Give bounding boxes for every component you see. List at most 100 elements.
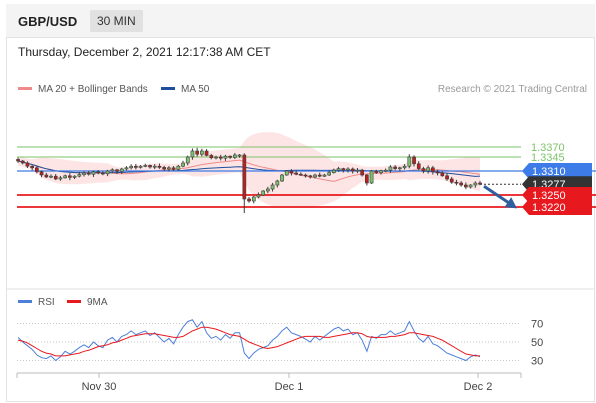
forecast-arrow-shaft <box>483 184 513 207</box>
bollinger-band-area <box>18 132 480 208</box>
candle <box>251 195 256 204</box>
rsi-tick-30: 30 <box>531 356 543 368</box>
bollinger-bands <box>18 132 480 208</box>
x-tick-label: Dec 1 <box>275 381 304 393</box>
ma50-legend-swatch <box>161 87 175 90</box>
candle <box>58 175 63 181</box>
candle <box>350 167 355 174</box>
candle <box>440 171 445 177</box>
candle <box>383 168 388 173</box>
candle <box>77 171 82 178</box>
candle <box>233 153 237 160</box>
candle <box>303 173 308 178</box>
candle <box>148 164 152 169</box>
rsi-legend-swatch <box>18 300 32 303</box>
rsi-legend-label: RSI <box>38 297 55 308</box>
candle <box>200 148 204 157</box>
candle <box>284 170 289 176</box>
candle <box>317 172 322 178</box>
candle <box>25 161 30 169</box>
chart-datetime: Thursday, December 2, 2021 12:17:38 AM C… <box>18 45 271 59</box>
candle <box>101 171 105 176</box>
level-label-1.3310: 1.3310 <box>532 166 566 178</box>
candle <box>134 163 138 170</box>
candle <box>49 174 53 179</box>
candle <box>426 165 431 174</box>
candle <box>228 155 233 159</box>
candle <box>171 166 176 172</box>
rsi-ma-line <box>17 326 480 357</box>
candle <box>72 175 77 180</box>
candle <box>185 155 190 166</box>
candle <box>308 174 313 179</box>
level-label-1.3370: 1.3370 <box>531 142 565 154</box>
candle <box>214 155 218 160</box>
candle <box>34 165 39 174</box>
candle <box>298 172 303 176</box>
candle <box>261 190 266 197</box>
level-tag-1.3310 <box>522 163 592 179</box>
x-tick-label: Dec 2 <box>464 381 493 393</box>
candle <box>331 168 336 174</box>
x-tick-label: Nov 30 <box>82 381 117 393</box>
rsi-ma-legend-swatch <box>67 300 81 303</box>
candle <box>393 165 398 171</box>
candle <box>364 174 369 186</box>
candle <box>110 168 115 173</box>
rsi-panel: 70 50 30 <box>17 319 543 368</box>
candle <box>280 173 284 182</box>
candle <box>445 173 449 181</box>
ma20-legend-label: MA 20 + Bollinger Bands <box>38 84 148 95</box>
level-tag-1.3220 <box>522 199 592 215</box>
candle <box>379 169 383 175</box>
candle <box>407 154 412 169</box>
research-credit: Research © 2021 Trading Central <box>438 84 587 95</box>
candle <box>322 173 327 178</box>
candle <box>341 167 346 173</box>
candle <box>397 166 402 172</box>
chart-header: GBP/USD 30 MIN <box>6 4 595 38</box>
candle <box>209 153 214 160</box>
candle <box>416 161 421 171</box>
candlesticks <box>16 147 482 213</box>
candle <box>53 174 58 181</box>
candle <box>412 155 416 167</box>
symbol-title: GBP/USD <box>18 14 78 29</box>
candle <box>176 164 181 171</box>
candle <box>223 154 228 161</box>
candle <box>204 149 209 157</box>
candle <box>82 171 86 177</box>
candle <box>468 184 473 189</box>
candle <box>256 192 261 199</box>
timeframe-badge[interactable]: 30 MIN <box>90 10 143 32</box>
candle <box>105 169 110 177</box>
forecast-arrow-head <box>504 197 517 209</box>
candle <box>294 170 299 176</box>
candle <box>388 165 393 173</box>
candle <box>374 169 379 175</box>
candle <box>115 168 119 175</box>
candle <box>402 164 407 170</box>
rsi-ma-legend-label: 9MA <box>87 297 108 308</box>
candle <box>459 181 464 187</box>
candle <box>152 164 157 170</box>
candle <box>86 170 91 176</box>
candle <box>369 170 374 184</box>
candle <box>143 163 148 168</box>
forecast-arrow <box>483 184 517 209</box>
candle <box>336 166 341 172</box>
candle <box>435 169 440 176</box>
candle <box>30 165 35 171</box>
candle <box>327 170 332 176</box>
candle <box>430 165 435 175</box>
candle <box>162 165 167 171</box>
candle <box>346 167 350 173</box>
candle <box>119 167 124 174</box>
candle <box>421 166 426 174</box>
ma50-legend-label: MA 50 <box>181 84 210 95</box>
candle <box>275 179 280 188</box>
candle <box>20 159 25 165</box>
candle <box>463 182 468 190</box>
